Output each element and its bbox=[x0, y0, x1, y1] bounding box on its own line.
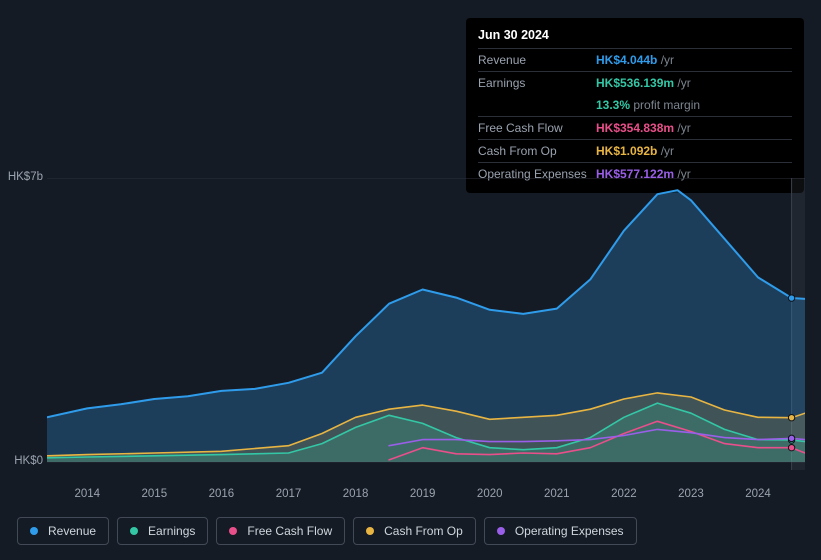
legend-item-earnings[interactable]: Earnings bbox=[117, 517, 208, 545]
series-end-dot-revenue bbox=[788, 295, 794, 301]
legend-label: Revenue bbox=[48, 524, 96, 538]
legend-item-cash-from-op[interactable]: Cash From Op bbox=[353, 517, 476, 545]
series-end-dot-cash_from_op bbox=[788, 414, 794, 420]
x-axis-label: 2024 bbox=[745, 488, 771, 500]
legend-dot-icon bbox=[30, 527, 38, 535]
legend-label: Earnings bbox=[148, 524, 195, 538]
series-end-dot-operating_expenses bbox=[788, 435, 794, 441]
legend-item-free-cash-flow[interactable]: Free Cash Flow bbox=[216, 517, 345, 545]
tooltip-row-value: HK$354.838m /yr bbox=[596, 117, 792, 140]
legend-item-operating-expenses[interactable]: Operating Expenses bbox=[484, 517, 637, 545]
x-axis-label: 2018 bbox=[343, 488, 369, 500]
tooltip-date: Jun 30 2024 bbox=[478, 26, 792, 48]
tooltip-row-label: Earnings bbox=[478, 72, 596, 95]
legend-item-revenue[interactable]: Revenue bbox=[17, 517, 109, 545]
legend-label: Cash From Op bbox=[384, 524, 463, 538]
legend-label: Operating Expenses bbox=[515, 524, 624, 538]
legend-dot-icon bbox=[497, 527, 505, 535]
legend-label: Free Cash Flow bbox=[247, 524, 332, 538]
tooltip-row: EarningsHK$536.139m /yr bbox=[478, 72, 792, 95]
y-axis-label: HK$7b bbox=[7, 171, 43, 183]
series-end-dot-free_cash_flow bbox=[788, 444, 794, 450]
x-axis-label: 2019 bbox=[410, 488, 436, 500]
x-axis-label: 2014 bbox=[74, 488, 100, 500]
legend-dot-icon bbox=[366, 527, 374, 535]
x-axis-label: 2020 bbox=[477, 488, 503, 500]
tooltip-row: Free Cash FlowHK$354.838m /yr bbox=[478, 117, 792, 140]
tooltip-row: 13.3% profit margin bbox=[478, 94, 792, 117]
chart-plot-area[interactable] bbox=[47, 178, 805, 470]
legend-dot-icon bbox=[130, 527, 138, 535]
tooltip-row-label: Free Cash Flow bbox=[478, 117, 596, 140]
financials-chart: HK$0HK$7b 201420152016201720182019202020… bbox=[17, 160, 805, 505]
tooltip-row-value: HK$4.044b /yr bbox=[596, 49, 792, 72]
legend-dot-icon bbox=[229, 527, 237, 535]
x-axis-label: 2017 bbox=[276, 488, 302, 500]
x-axis-label: 2022 bbox=[611, 488, 637, 500]
x-axis-label: 2023 bbox=[678, 488, 704, 500]
y-axis-label: HK$0 bbox=[7, 455, 43, 467]
chart-legend: Revenue Earnings Free Cash Flow Cash From O… bbox=[17, 517, 637, 545]
x-axis-label: 2015 bbox=[142, 488, 168, 500]
x-axis-label: 2016 bbox=[209, 488, 235, 500]
x-axis-label: 2021 bbox=[544, 488, 570, 500]
tooltip-row-value: HK$536.139m /yr bbox=[596, 72, 792, 95]
tooltip-row-label: Revenue bbox=[478, 49, 596, 72]
tooltip-row: RevenueHK$4.044b /yr bbox=[478, 49, 792, 72]
